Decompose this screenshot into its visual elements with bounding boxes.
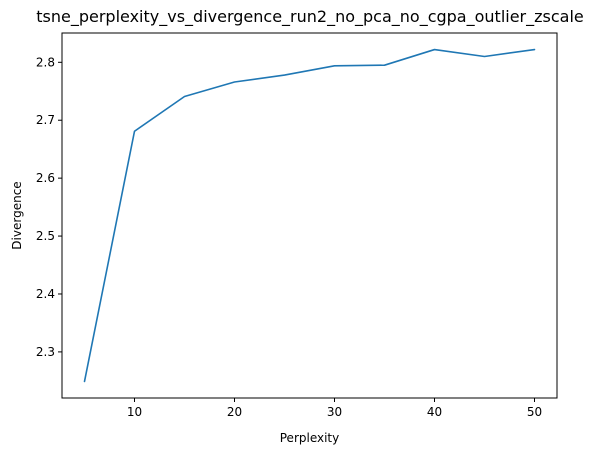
- y-tick-label: 2.4: [36, 287, 55, 301]
- y-axis-label: Divergence: [10, 181, 24, 249]
- plot-frame: [61, 32, 558, 399]
- x-tick-label: 20: [227, 405, 242, 419]
- series-line-0: [83, 48, 536, 383]
- y-tick-label: 2.6: [36, 171, 55, 185]
- y-tick-label: 2.5: [36, 229, 55, 243]
- series-group: [83, 48, 536, 383]
- y-tick-label: 2.7: [36, 113, 55, 127]
- x-axis: 10 20 30 40 50: [127, 398, 542, 419]
- x-tick-label: 30: [327, 405, 342, 419]
- y-tick-label: 2.8: [36, 55, 55, 69]
- y-tick-label: 2.3: [36, 345, 55, 359]
- x-axis-label: Perplexity: [280, 431, 340, 445]
- y-axis: 2.3 2.4 2.5 2.6 2.7 2.8: [36, 55, 62, 359]
- chart-title: tsne_perplexity_vs_divergence_run2_no_pc…: [36, 7, 584, 27]
- x-tick-label: 50: [527, 405, 542, 419]
- x-tick-label: 10: [127, 405, 142, 419]
- x-tick-label: 40: [427, 405, 442, 419]
